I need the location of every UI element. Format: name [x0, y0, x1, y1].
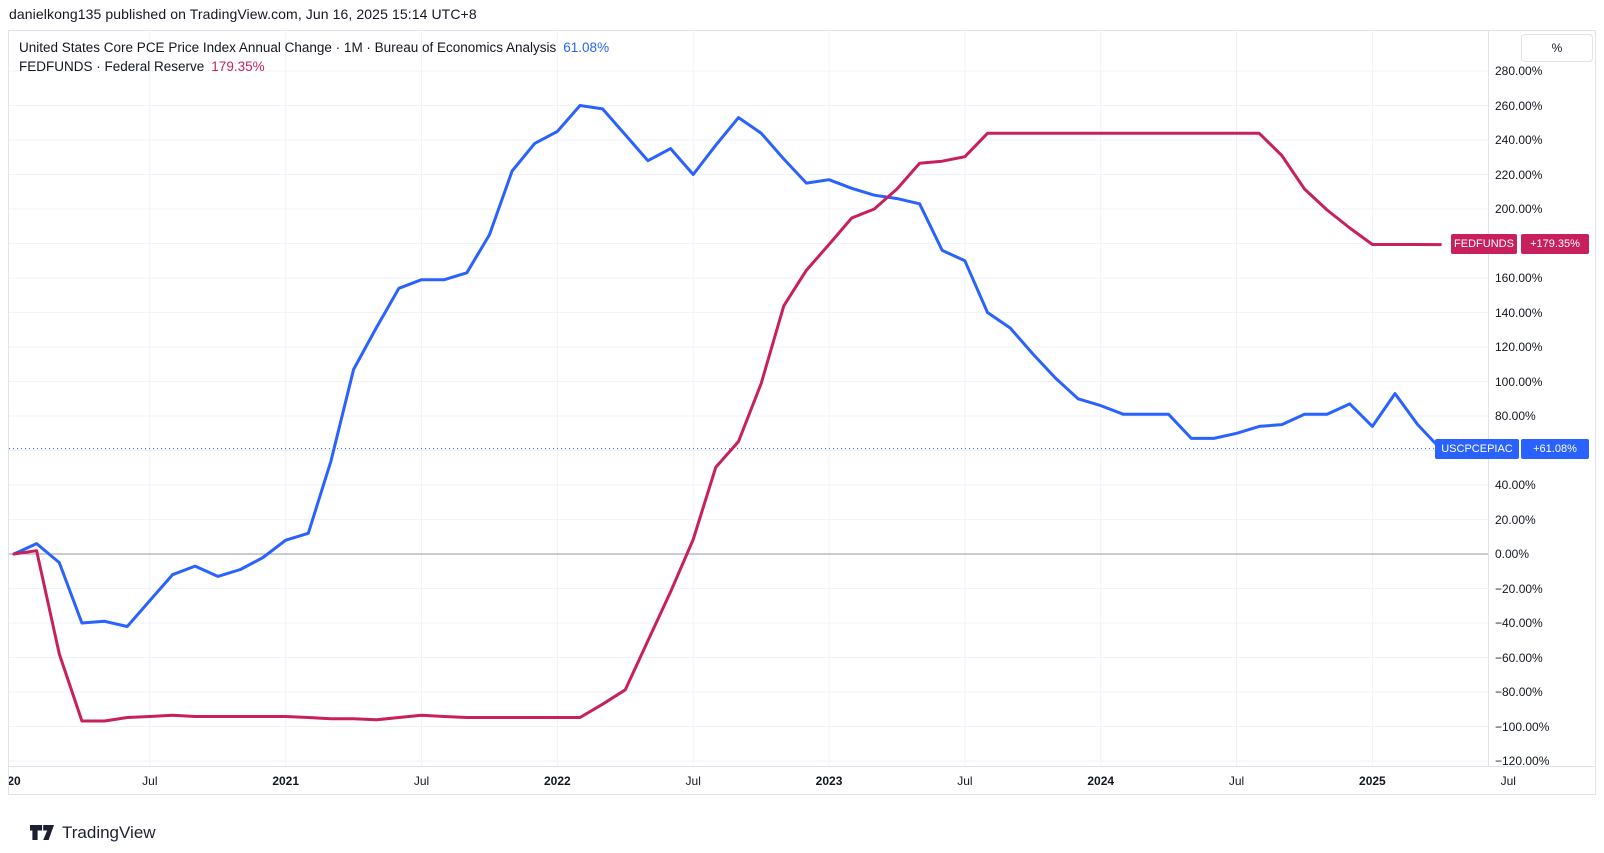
price-axis-label: −100.00% [1495, 719, 1550, 734]
price-axis-label: −20.00% [1495, 581, 1543, 596]
price-axis-label: −60.00% [1495, 650, 1543, 665]
legend-row-fedfunds[interactable]: FEDFUNDS · Federal Reserve 179.35% [19, 57, 609, 76]
time-axis-label: 2022 [544, 773, 571, 788]
time-axis-label: Jul [413, 773, 430, 788]
price-axis-label: 260.00% [1495, 98, 1543, 113]
price-axis-label: 240.00% [1495, 133, 1543, 147]
time-axis-label: Jul [1228, 773, 1245, 788]
time-axis[interactable]: 20 Jul 2021 Jul 2022 Jul 2023 Jul 2024 Jul 2025 Jul [9, 766, 1595, 794]
price-axis-label: 40.00% [1495, 478, 1536, 492]
time-axis-label: Jul [142, 773, 158, 788]
fedfunds-value-badge: +179.35% [1521, 234, 1589, 254]
price-axis-label: 0.00% [1495, 547, 1530, 561]
time-axis-label: Jul [957, 773, 973, 788]
legend-row-uscpcepiac[interactable]: United States Core PCE Price Index Annua… [19, 38, 609, 57]
price-axis-label: −80.00% [1495, 685, 1543, 699]
chart-canvas [9, 31, 1488, 766]
time-axis-label: Jul [1500, 773, 1516, 788]
tradingview-icon [30, 825, 54, 840]
price-axis-label: 20.00% [1495, 512, 1536, 527]
price-axis-label: 80.00% [1495, 409, 1536, 423]
time-axis-label: 2023 [815, 773, 843, 788]
time-axis-label: 2025 [1359, 773, 1386, 788]
time-axis-label: Jul [685, 773, 701, 788]
time-axis-label: 20 [9, 773, 21, 788]
time-axis-label: 2021 [272, 773, 300, 788]
price-axis-label: 200.00% [1495, 202, 1543, 216]
price-axis-label: 160.00% [1495, 271, 1543, 285]
legend-value-fedfunds: 179.35% [211, 59, 265, 74]
legend-title-fedfunds: FEDFUNDS · Federal Reserve [19, 59, 205, 74]
time-axis-label: 2024 [1087, 773, 1115, 788]
price-axis-label: 100.00% [1495, 374, 1543, 389]
price-axis-label: −40.00% [1495, 616, 1543, 630]
fedfunds-label-badge: FEDFUNDS [1451, 234, 1517, 254]
price-axis-label: −120.00% [1495, 754, 1550, 768]
fedfunds-series-line [12, 131, 1442, 723]
chart-frame: United States Core PCE Price Index Annua… [8, 30, 1596, 795]
legend-value-uscpcepiac: 61.08% [563, 40, 610, 55]
price-axis-label: 120.00% [1495, 340, 1543, 354]
uscpcepiac-series-line [12, 104, 1442, 628]
price-axis[interactable]: 280.00% 260.00% 240.00% 220.00% 200.00% 160.0… [1488, 31, 1595, 768]
price-axis-label: 220.00% [1495, 167, 1543, 182]
price-axis-label: 140.00% [1495, 305, 1543, 320]
tradingview-brand-text: TradingView [62, 823, 156, 842]
price-axis-label: 280.00% [1495, 64, 1543, 78]
uscpcepiac-value-badge: +61.08% [1521, 439, 1589, 459]
publish-attribution-line: danielkong135 published on TradingView.c… [9, 6, 477, 22]
percent-scale-button[interactable]: % [1521, 34, 1593, 62]
legend-title-uscpcepiac: United States Core PCE Price Index Annua… [19, 40, 557, 55]
tradingview-logo-link[interactable]: TradingView [30, 823, 156, 843]
chart-legend: United States Core PCE Price Index Annua… [19, 38, 609, 76]
chart-pane: United States Core PCE Price Index Annua… [9, 31, 1488, 766]
uscpcepiac-label-badge: USCPCEPIAC [1435, 439, 1519, 459]
